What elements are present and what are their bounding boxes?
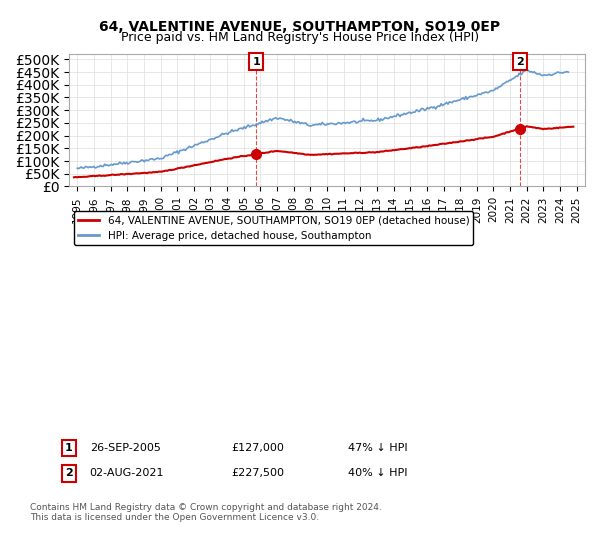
Text: 2: 2 — [516, 57, 524, 67]
Text: Contains HM Land Registry data © Crown copyright and database right 2024.
This d: Contains HM Land Registry data © Crown c… — [30, 503, 382, 522]
Text: 02-AUG-2021: 02-AUG-2021 — [89, 468, 163, 478]
Text: 1: 1 — [65, 443, 73, 453]
Text: Price paid vs. HM Land Registry's House Price Index (HPI): Price paid vs. HM Land Registry's House … — [121, 31, 479, 44]
Text: 40% ↓ HPI: 40% ↓ HPI — [348, 468, 408, 478]
Text: 26-SEP-2005: 26-SEP-2005 — [91, 443, 161, 453]
Text: 47% ↓ HPI: 47% ↓ HPI — [348, 443, 408, 453]
Legend: 64, VALENTINE AVENUE, SOUTHAMPTON, SO19 0EP (detached house), HPI: Average price: 64, VALENTINE AVENUE, SOUTHAMPTON, SO19 … — [74, 211, 473, 245]
Text: 1: 1 — [253, 57, 260, 67]
Text: 2: 2 — [65, 468, 73, 478]
Text: £227,500: £227,500 — [232, 468, 284, 478]
Text: 64, VALENTINE AVENUE, SOUTHAMPTON, SO19 0EP: 64, VALENTINE AVENUE, SOUTHAMPTON, SO19 … — [100, 20, 500, 34]
Text: £127,000: £127,000 — [232, 443, 284, 453]
